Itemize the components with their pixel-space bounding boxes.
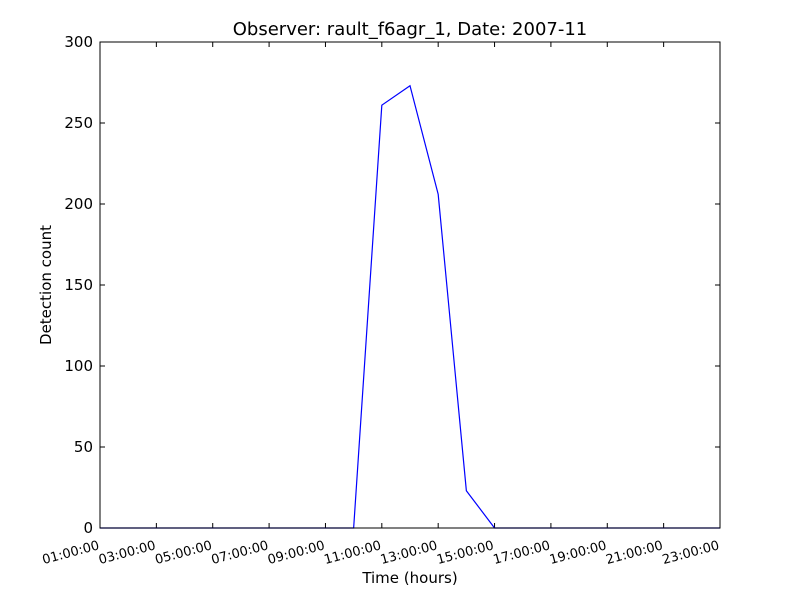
y-tick-label: 0 <box>83 519 93 537</box>
plot-frame <box>99 41 721 529</box>
x-axis-label: Time (hours) <box>361 569 457 587</box>
y-tick-label: 200 <box>64 195 93 213</box>
y-tick-label: 50 <box>74 438 93 456</box>
y-axis-label: Detection count <box>37 225 55 345</box>
y-tick-label: 100 <box>64 357 93 375</box>
y-tick-label: 250 <box>64 114 93 132</box>
chart-title: Observer: rault_f6agr_1, Date: 2007-11 <box>233 19 588 40</box>
y-tick-label: 150 <box>64 276 93 294</box>
y-tick-label: 300 <box>64 33 93 51</box>
